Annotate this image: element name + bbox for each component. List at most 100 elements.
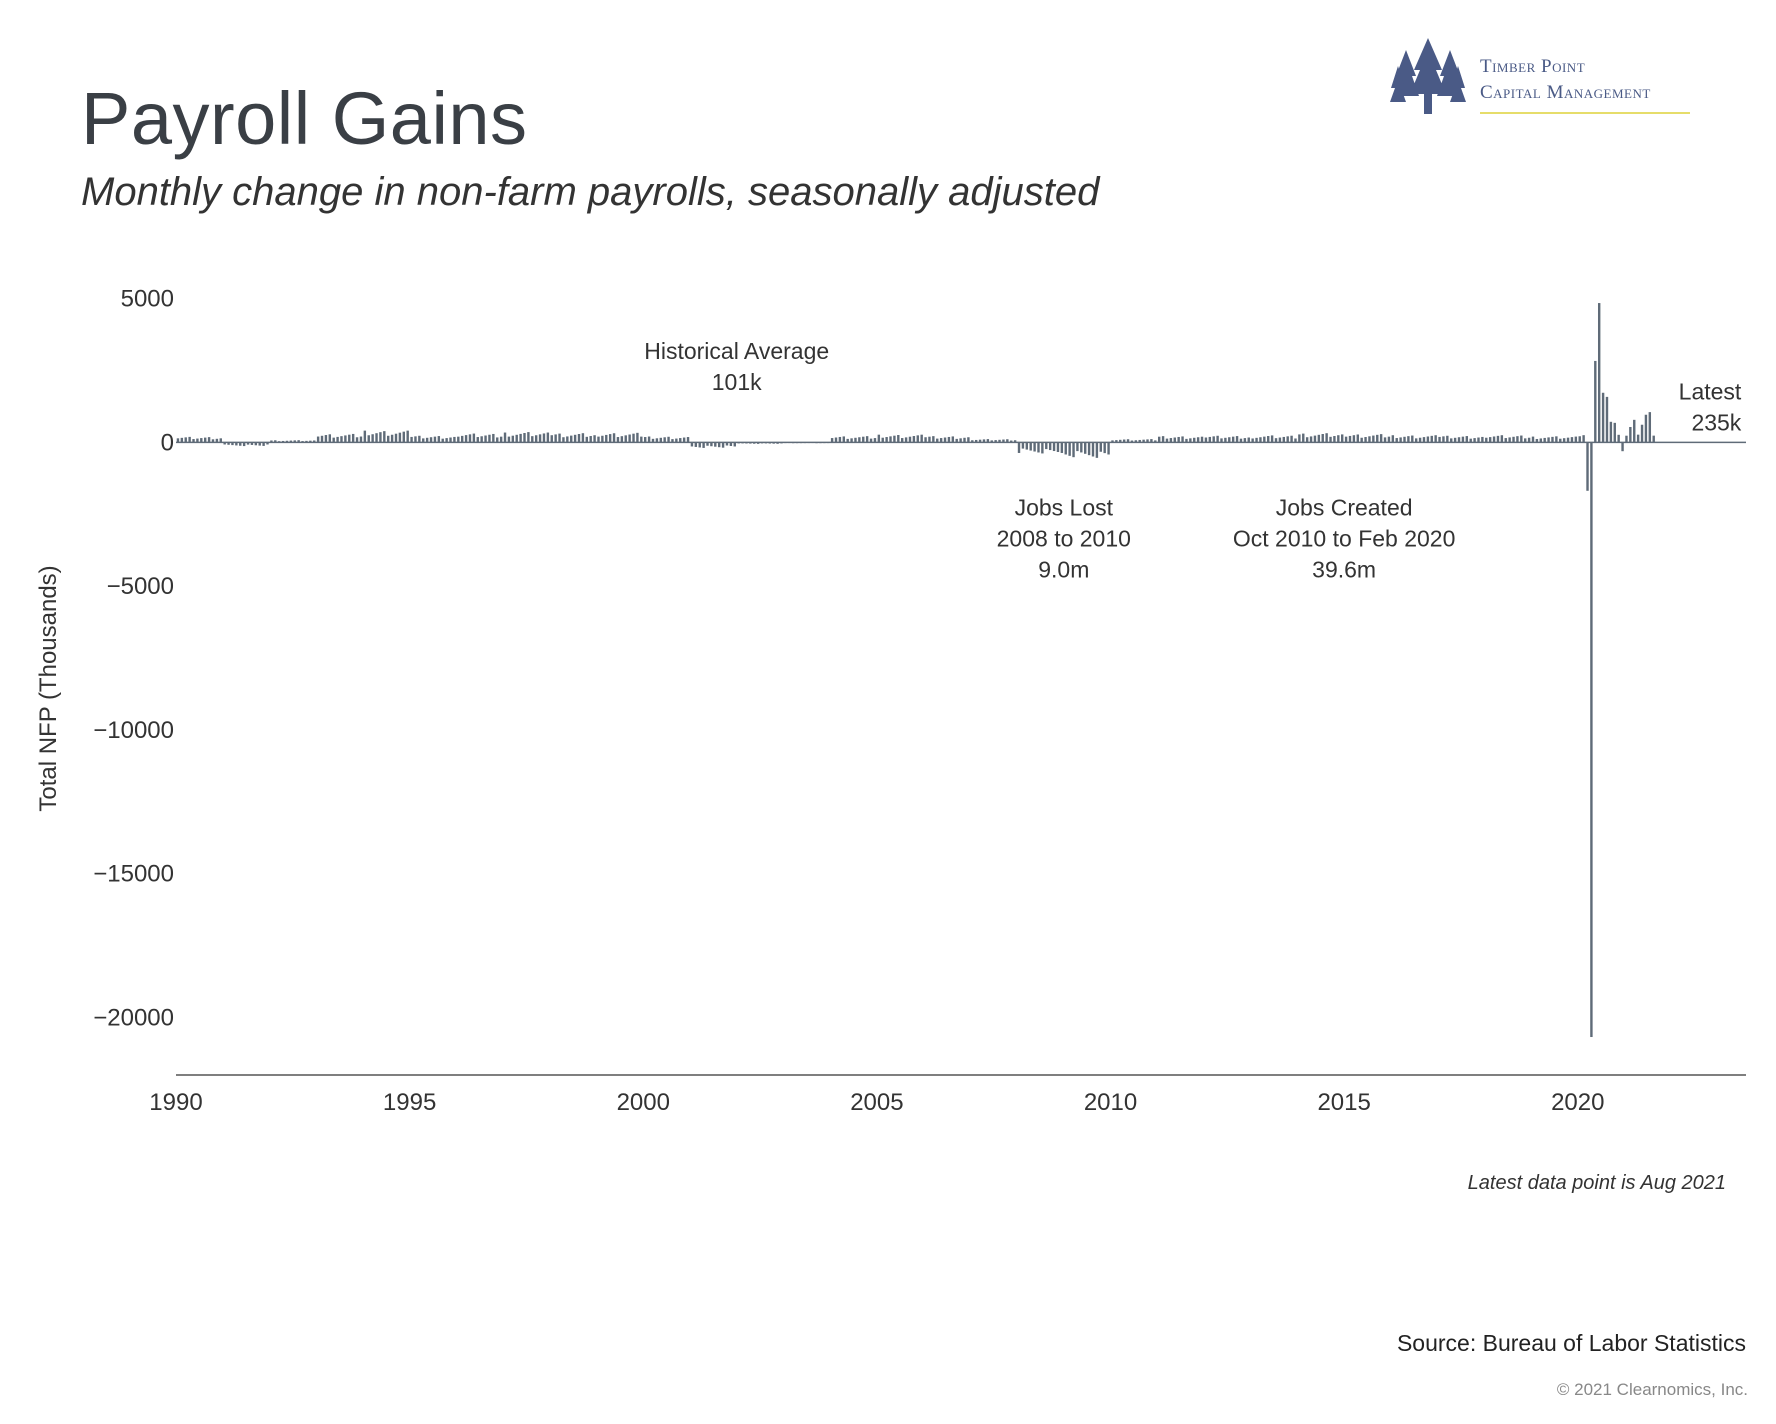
bar [1150, 439, 1153, 443]
bar [1383, 437, 1387, 443]
bar [978, 439, 982, 443]
bar [616, 437, 620, 443]
bar [1010, 440, 1013, 443]
bar [1267, 436, 1270, 443]
bar [258, 442, 261, 446]
bar [1025, 442, 1029, 450]
bar [1305, 437, 1309, 443]
bar [865, 436, 869, 443]
bar [924, 437, 927, 443]
bar [1154, 440, 1157, 443]
bar [1080, 442, 1083, 453]
bar [1625, 435, 1628, 443]
bar [1033, 442, 1036, 452]
bar [1165, 438, 1169, 443]
bar [620, 436, 624, 443]
bar [601, 435, 604, 443]
bar [589, 436, 592, 443]
bar [632, 433, 635, 443]
bar [1002, 439, 1005, 443]
bar [542, 433, 546, 443]
bar [982, 439, 986, 443]
bar [1453, 437, 1457, 443]
bar [1469, 438, 1472, 443]
bar [387, 435, 390, 443]
bar [1442, 436, 1445, 443]
bar [1582, 435, 1585, 443]
bar [1189, 438, 1192, 443]
bar [928, 436, 931, 443]
bar [998, 439, 1001, 443]
bar [1348, 435, 1352, 443]
bar [176, 438, 180, 443]
bar [1103, 442, 1106, 454]
bar [889, 436, 892, 443]
bar [499, 436, 503, 443]
bar [211, 439, 215, 443]
bar [605, 434, 608, 443]
bar [1597, 303, 1601, 443]
bar [1418, 437, 1422, 443]
bar [1212, 436, 1215, 443]
bar [1481, 436, 1484, 443]
bar [908, 436, 912, 443]
source-label: Source: Bureau of Labor Statistics [1396, 1330, 1746, 1356]
bar [1013, 440, 1017, 443]
bar [573, 434, 577, 443]
annotation-historical-average: Historical Average 101k [644, 338, 829, 395]
bar [348, 434, 351, 443]
bar [1333, 436, 1336, 443]
bar [511, 435, 515, 443]
annotation-line: 2008 to 2010 [997, 526, 1131, 552]
bar [1321, 434, 1324, 443]
bar [1640, 424, 1644, 443]
bar [936, 438, 939, 443]
bar [1496, 435, 1500, 443]
y-axis-label: Total NFP (Thousands) [35, 565, 62, 811]
bar [1263, 436, 1266, 443]
bar-series [176, 303, 1655, 1038]
bar [990, 440, 993, 443]
bar [959, 438, 962, 443]
bar [1364, 437, 1367, 443]
bar [869, 438, 873, 443]
bar [1562, 438, 1566, 443]
bar [932, 436, 935, 443]
bar [974, 439, 978, 443]
bar [1228, 437, 1231, 443]
bar [1379, 434, 1383, 443]
annotation-line: 39.6m [1312, 557, 1376, 583]
bar [1360, 437, 1363, 443]
bar [1017, 442, 1021, 453]
bar [1368, 436, 1371, 443]
bar [453, 436, 456, 443]
bar [418, 435, 421, 443]
bar [1196, 437, 1200, 443]
bar [1461, 436, 1465, 443]
bar [1559, 438, 1562, 443]
bar [262, 442, 265, 446]
bar [344, 435, 347, 443]
bar [1434, 435, 1437, 443]
bar [1216, 435, 1219, 443]
bar [383, 431, 386, 443]
x-axis: 1990 1995 2000 2005 2010 2015 2020 [149, 1089, 1604, 1116]
bar [1181, 436, 1184, 443]
bar [1551, 436, 1554, 443]
bar [309, 440, 312, 443]
bar [1524, 438, 1527, 443]
bar [188, 436, 191, 443]
bar [332, 437, 335, 443]
bar [1122, 439, 1126, 443]
bar [830, 438, 834, 443]
bar [1068, 442, 1071, 456]
y-tick-label: −10000 [93, 717, 174, 744]
bar [729, 442, 733, 446]
bar [1341, 434, 1344, 443]
bar [636, 432, 639, 443]
bar [1084, 442, 1087, 454]
bar [1006, 439, 1009, 443]
bar [1204, 437, 1208, 443]
annotation-jobs-created: Jobs Created Oct 2010 to Feb 2020 39.6m [1233, 495, 1456, 583]
